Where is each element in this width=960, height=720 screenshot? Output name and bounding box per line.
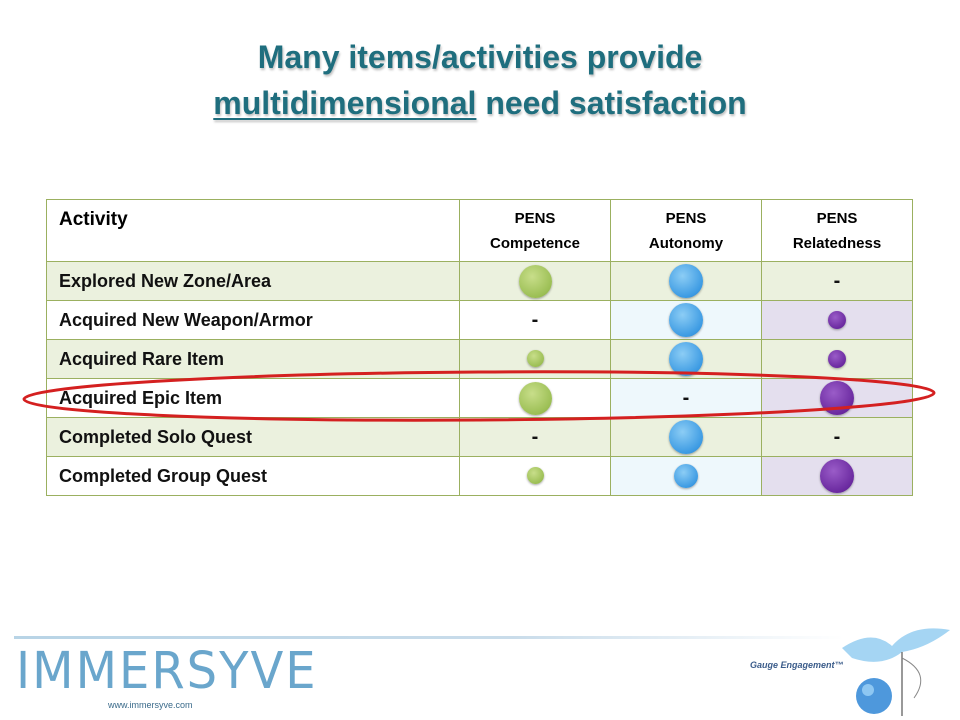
immersyve-logo: IMMERSYVE [16,641,318,701]
row-activity: Completed Group Quest [46,456,460,496]
table-header-row: Activity PENS Competence PENS Autonomy P… [46,199,913,262]
table-row: Completed Group Quest [46,456,913,496]
table-row: Acquired New Weapon/Armor - [46,300,913,340]
header-autonomy-line2: Autonomy [648,235,724,252]
autonomy-cell: - [610,378,762,418]
autonomy-bubble-large [669,342,703,376]
competence-cell [459,339,611,379]
row-activity: Acquired Rare Item [46,339,460,379]
relatedness-bubble-large [820,381,854,415]
footer-url: www.immersyve.com [108,700,193,710]
row-activity: Explored New Zone/Area [46,261,460,301]
dash: - [833,269,841,292]
competence-bubble-large [518,381,552,415]
competence-cell [459,456,611,496]
header-competence: PENS Competence [459,199,611,262]
competence-cell: - [459,300,611,340]
table-row: Explored New Zone/Area - [46,261,913,301]
header-competence-line2: Competence [489,235,581,252]
header-relatedness: PENS Relatedness [761,199,913,262]
competence-bubble-small [526,350,544,368]
footer-divider [14,636,844,639]
relatedness-cell [761,339,913,379]
competence-cell [459,378,611,418]
need-satisfaction-table: Activity PENS Competence PENS Autonomy P… [46,199,913,496]
header-autonomy: PENS Autonomy [610,199,762,262]
title-line-1: Many items/activities provide [257,39,703,75]
relatedness-cell [761,300,913,340]
table-row: Acquired Rare Item [46,339,913,379]
title-underlined-word: multidimensional [213,85,477,121]
relatedness-bubble-large [820,459,854,493]
autonomy-bubble-large [669,303,703,337]
relatedness-cell: - [761,261,913,301]
autonomy-bubble-large [669,420,703,454]
header-relatedness-line2: Relatedness [792,235,882,252]
relatedness-cell [761,378,913,418]
row-activity: Acquired Epic Item [46,378,460,418]
dash: - [531,308,539,331]
autonomy-cell [610,300,762,340]
dash: - [682,386,690,409]
relatedness-bubble-small [828,349,846,368]
relatedness-bubble-small [828,310,846,329]
row-activity: Acquired New Weapon/Armor [46,300,460,340]
table-row: Acquired Epic Item - [46,378,913,418]
autonomy-cell [610,261,762,301]
autonomy-cell [610,456,762,496]
water-splash-icon [842,628,950,716]
header-competence-line1: PENS [514,210,556,227]
table-row: Completed Solo Quest - - [46,417,913,457]
dash: - [833,425,841,448]
header-relatedness-line1: PENS [816,210,858,227]
header-autonomy-line1: PENS [665,210,707,227]
title-line-2-rest: need satisfaction [476,85,747,121]
row-activity: Completed Solo Quest [46,417,460,457]
competence-cell: - [459,417,611,457]
slide-title: Many items/activities provide multidimen… [0,34,960,126]
competence-bubble-large [518,264,552,298]
competence-bubble-small [526,467,544,485]
autonomy-cell [610,339,762,379]
competence-cell [459,261,611,301]
autonomy-cell [610,417,762,457]
relatedness-cell [761,456,913,496]
autonomy-bubble-small [674,464,698,488]
dash: - [531,425,539,448]
title-line-2: multidimensional need satisfaction [0,80,960,126]
header-activity: Activity [46,199,460,262]
footer-tagline: Gauge Engagement™ [750,660,844,670]
autonomy-bubble-large [669,264,703,298]
relatedness-cell: - [761,417,913,457]
